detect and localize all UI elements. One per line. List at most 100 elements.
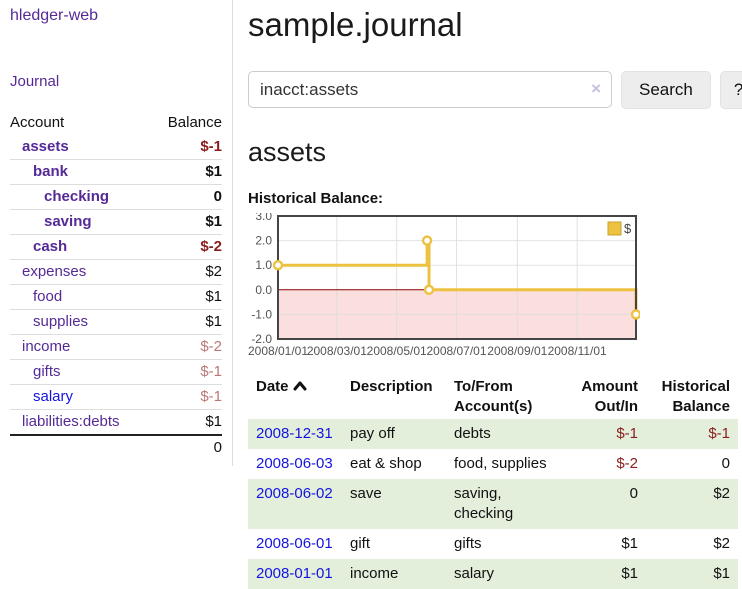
account-link-salary[interactable]: salary (33, 388, 74, 405)
help-button[interactable]: ? (719, 71, 742, 109)
register-col-date[interactable]: Date (248, 375, 342, 419)
x-tick-label: 2008/09/01 (487, 344, 547, 358)
register-accounts-cell: debts (446, 419, 562, 449)
register-row: 2008-06-01 gift gifts $1 $2 (248, 529, 738, 559)
main-content: sample.journal × Search ? assets Histori… (233, 0, 742, 589)
transaction-date-link[interactable]: 2008-12-31 (256, 425, 333, 442)
data-point-marker (630, 309, 642, 320)
account-name-cell: bank (10, 160, 152, 185)
chart-title: Historical Balance: (248, 190, 384, 207)
header-label: Out/In (594, 398, 638, 415)
register-table: Date Description To/From Account(s) Amount Ou… (248, 375, 738, 589)
account-row: checking 0 (10, 184, 222, 210)
y-tick-label: 2.0 (255, 234, 272, 248)
transaction-date-link[interactable]: 2008-06-03 (256, 455, 333, 472)
account-name-cell: supplies (10, 310, 152, 335)
data-point-marker (421, 235, 433, 246)
account-balance: $-1 (200, 388, 222, 405)
y-tick-label: 1.0 (255, 258, 272, 272)
register-amount-cell: $-1 (562, 419, 646, 449)
account-name-cell: liabilities:debts (10, 410, 152, 436)
accounts-table: Account Balance assets $-1 bank $1 checking 0… (10, 111, 222, 460)
register-row: 2008-06-02 save saving, checking 0 $2 (248, 479, 738, 529)
accounts-total-value: 0 (213, 439, 222, 456)
account-balance: $-2 (200, 238, 222, 255)
sidebar-item-journal[interactable]: Journal (10, 73, 60, 90)
search-input[interactable] (248, 71, 612, 108)
search-input-wrap: × (248, 71, 612, 109)
register-col-historical-balance: Historical Balance (646, 375, 738, 419)
x-tick-label: 2008/05/01 (367, 344, 427, 358)
register-accounts-cell: salary (446, 559, 562, 589)
account-row: expenses $2 (10, 259, 222, 285)
register-description-cell: save (342, 479, 446, 529)
account-link-cash[interactable]: cash (33, 238, 68, 255)
plot-border (277, 215, 637, 340)
account-name-cell: assets (10, 135, 152, 160)
register-amount-cell: 0 (562, 479, 646, 529)
account-row: cash $-2 (10, 234, 222, 260)
account-link-assets[interactable]: assets (22, 138, 69, 155)
account-row: income $-2 (10, 334, 222, 360)
account-row: assets $-1 (10, 135, 222, 160)
register-amount-cell: $1 (562, 559, 646, 589)
app-title-link[interactable]: hledger-web (10, 7, 99, 24)
accounts-total-spacer (10, 435, 152, 460)
account-link-expenses[interactable]: expenses (22, 263, 87, 280)
transaction-date-link[interactable]: 2008-01-01 (256, 565, 333, 582)
y-tick-label: -1.0 (251, 307, 272, 321)
account-link-checking[interactable]: checking (44, 188, 110, 205)
account-balance: $1 (205, 313, 222, 330)
register-col-tofrom-accounts: To/From Account(s) (446, 375, 562, 419)
account-balance: $-2 (200, 338, 222, 355)
account-link-supplies[interactable]: supplies (33, 313, 89, 330)
account-row: saving $1 (10, 209, 222, 235)
register-date-cell: 2008-12-31 (248, 419, 342, 449)
clear-search-icon[interactable]: × (591, 79, 601, 98)
register-balance-cell: $2 (713, 535, 730, 552)
accounts-header-row: Account Balance (10, 111, 222, 135)
x-tick-label: 2008/11/01 (548, 344, 607, 358)
x-tick-label: 2008/03/01 (307, 344, 367, 358)
register-col-description: Description (342, 375, 446, 419)
account-link-gifts[interactable]: gifts (33, 363, 61, 380)
account-balance: $1 (205, 288, 222, 305)
account-link-food[interactable]: food (33, 288, 63, 305)
register-header-row: Date Description To/From Account(s) Amount Ou… (248, 375, 738, 419)
header-label: Balance (672, 398, 730, 415)
account-balance: $2 (205, 263, 222, 280)
account-balance: $1 (205, 413, 222, 430)
account-link-saving[interactable]: saving (44, 213, 92, 230)
account-balance: $-1 (200, 138, 222, 155)
page-title: sample.journal (248, 6, 463, 43)
accounts-col-balance: Balance (167, 114, 222, 131)
header-label: Amount (581, 378, 638, 395)
search-form: × Search ? (248, 71, 742, 109)
search-button[interactable]: Search (621, 71, 711, 109)
account-row: salary $-1 (10, 384, 222, 410)
y-tick-label: 0.0 (255, 283, 272, 297)
header-label: To/From (454, 378, 513, 395)
account-name-cell: gifts (10, 360, 152, 385)
register-row: 2008-12-31 pay off debts $-1 $-1 (248, 419, 738, 449)
account-name-cell: expenses (10, 260, 152, 285)
transaction-date-link[interactable]: 2008-06-02 (256, 485, 333, 502)
transaction-date-link[interactable]: 2008-06-01 (256, 535, 333, 552)
register-date-cell: 2008-06-01 (248, 529, 342, 559)
account-link-income[interactable]: income (22, 338, 71, 355)
data-point-marker (272, 260, 284, 271)
account-balance: $1 (205, 213, 222, 230)
historical-balance-chart: 2008/01/01 2008/03/01 2008/05/01 2008/07/01… (248, 209, 642, 363)
account-name-cell: saving (10, 210, 152, 235)
register-accounts-cell: saving, checking (446, 479, 562, 529)
account-row: gifts $-1 (10, 359, 222, 385)
register-row: 2008-01-01 income salary $1 $1 (248, 559, 738, 589)
register-amount-cell: $-2 (616, 455, 638, 472)
account-link-liabilities-debts[interactable]: liabilities:debts (22, 413, 120, 430)
header-label: Historical (661, 378, 730, 395)
account-name-cell: checking (10, 185, 152, 210)
account-balance: $-1 (200, 363, 222, 380)
accounts-total-row: 0 (10, 435, 222, 460)
account-link-bank[interactable]: bank (33, 163, 69, 180)
